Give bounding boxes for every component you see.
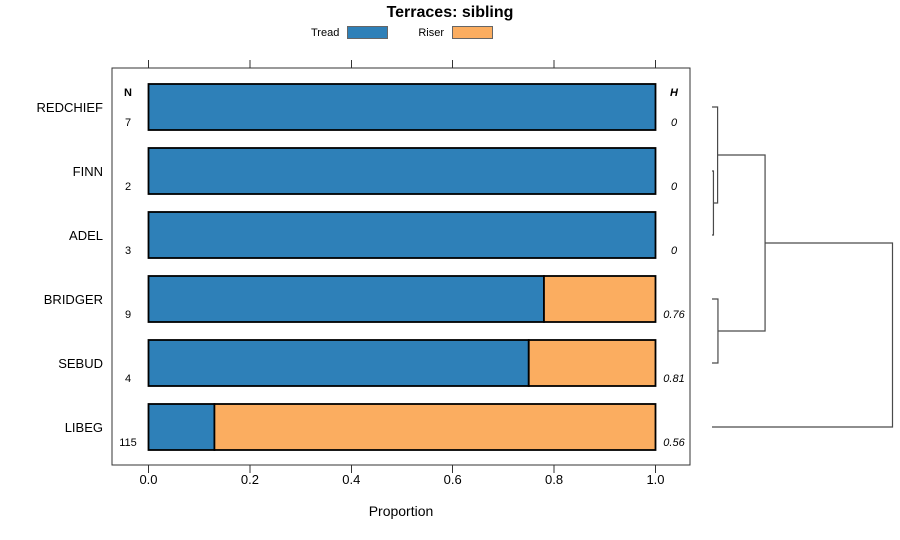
bar-segment-riser-libeg — [213, 403, 657, 451]
h-value-bridger: 0.76 — [663, 309, 685, 321]
bar-segment-riser-sebud — [527, 339, 657, 387]
category-label-redchief: REDCHIEF — [37, 100, 104, 115]
bar-segment-tread-redchief — [147, 83, 657, 131]
h-value-adel: 0 — [671, 245, 678, 257]
legend: Tread Riser — [0, 26, 804, 39]
bar-segment-tread-libeg — [147, 403, 216, 451]
category-label-sebud: SEBUD — [58, 356, 103, 371]
bar-segment-riser-bridger — [543, 275, 657, 323]
n-value-bridger: 9 — [125, 309, 131, 321]
n-column-header: N — [124, 87, 132, 99]
n-value-redchief: 7 — [125, 117, 131, 129]
bar-segment-tread-adel — [147, 211, 657, 259]
chart-title: Terraces: sibling — [386, 4, 514, 21]
category-label-finn: FINN — [73, 164, 103, 179]
dendrogram-branch-1 — [712, 106, 719, 204]
h-value-finn: 0 — [671, 181, 678, 193]
x-axis-title: Proportion — [369, 503, 434, 519]
dendrogram-branch-0 — [712, 170, 715, 236]
category-label-bridger: BRIDGER — [44, 292, 103, 307]
n-value-adel: 3 — [125, 245, 131, 257]
legend-label-riser: Riser — [418, 26, 444, 39]
bar-segment-tread-sebud — [147, 339, 530, 387]
x-tick-label: 0.2 — [241, 472, 259, 487]
dendrogram-branch-3 — [717, 154, 766, 332]
bar-segment-tread-bridger — [147, 275, 545, 323]
h-value-sebud: 0.81 — [663, 373, 684, 385]
x-tick-label: 0.6 — [444, 472, 462, 487]
n-value-libeg: 115 — [119, 437, 137, 449]
legend-item-riser: Riser — [418, 26, 493, 39]
n-value-finn: 2 — [125, 181, 131, 193]
legend-item-tread: Tread — [311, 26, 389, 39]
x-tick-label: 0.4 — [342, 472, 360, 487]
h-column-header: H — [670, 87, 679, 99]
x-tick-label: 0.8 — [545, 472, 563, 487]
legend-swatch-riser — [452, 26, 493, 39]
category-label-libeg: LIBEG — [65, 420, 103, 435]
dendrogram-branch-2 — [712, 298, 719, 364]
h-value-redchief: 0 — [671, 117, 678, 129]
n-value-sebud: 4 — [125, 373, 131, 385]
x-tick-label: 1.0 — [646, 472, 664, 487]
x-tick-label: 0.0 — [139, 472, 157, 487]
h-value-libeg: 0.56 — [663, 437, 685, 449]
bar-segment-tread-finn — [147, 147, 657, 195]
legend-swatch-tread — [347, 26, 389, 39]
plot-box — [111, 67, 691, 466]
dendrogram-branch-4 — [712, 242, 894, 428]
legend-label-tread: Tread — [311, 26, 340, 39]
category-label-adel: ADEL — [69, 228, 103, 243]
